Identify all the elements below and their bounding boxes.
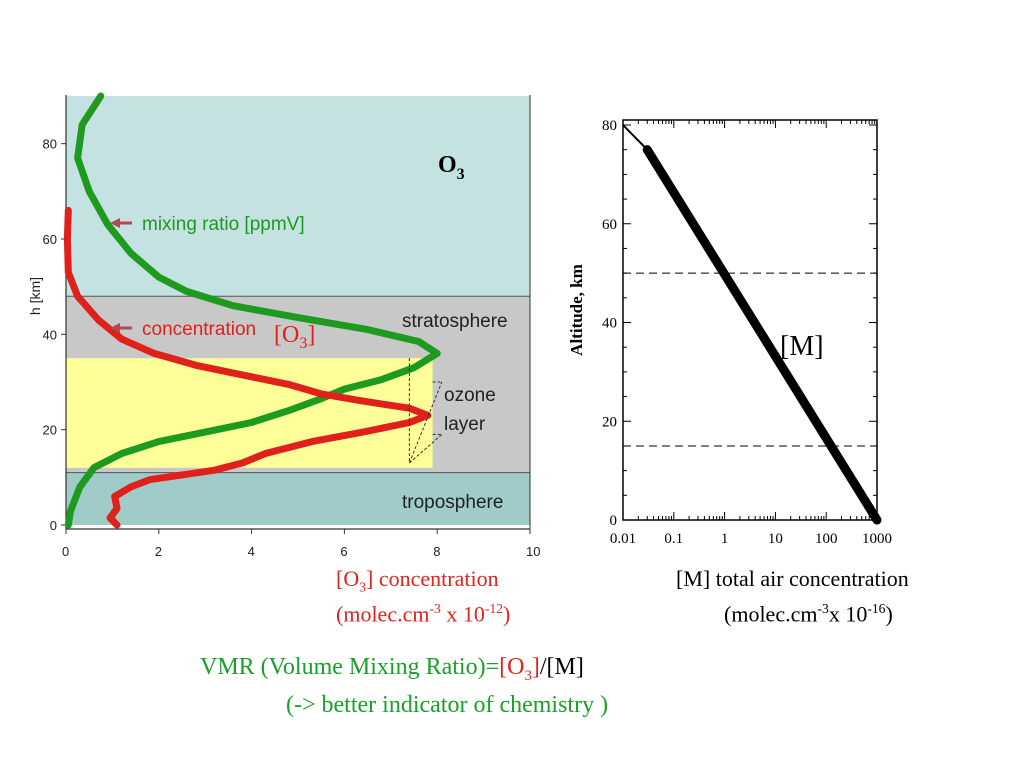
region-2 — [66, 96, 530, 297]
o3-units-mid: x 10 — [440, 601, 485, 627]
y-tick-label: 60 — [43, 232, 57, 247]
x-tick-label: 6 — [340, 544, 347, 559]
mixing-ratio-label: mixing ratio [ppmV] — [142, 214, 305, 235]
o3-units-sup1: -3 — [429, 601, 441, 616]
chart-title-sub: 3 — [457, 166, 465, 183]
m-units-sup1: -3 — [817, 601, 829, 616]
m-units-post: ) — [885, 601, 893, 627]
vmr-o3-post: ] — [531, 654, 540, 680]
m-units-sup2: -16 — [867, 601, 886, 616]
o3-concentration-caption: [O3] concentration — [336, 565, 499, 595]
o3-bracket-label: [O3] — [274, 322, 315, 352]
stratosphere-label: stratosphere — [402, 311, 508, 332]
o3-caption-post: ] concentration — [366, 566, 499, 591]
o3-units-pre: (molec.cm — [336, 601, 430, 627]
mixing-ratio-arrow-head — [110, 218, 120, 228]
concentration-arrow-head — [110, 323, 120, 333]
m-units-mid: x 10 — [828, 601, 868, 627]
m-caption-text: [M] total air concentration — [676, 566, 909, 591]
vmr-text: VMR (Volume Mixing Ratio)= — [200, 654, 500, 680]
y-axis-label: h [km] — [27, 277, 43, 315]
concentration-label: concentration — [142, 319, 256, 340]
ozone-label-line1: ozone — [444, 385, 496, 406]
o3-units-post: ) — [503, 601, 511, 627]
vmr-o3-sub: 3 — [524, 667, 532, 684]
ozone-dashed-marker — [408, 358, 443, 464]
o3-bracket-sub: 3 — [299, 335, 307, 352]
troposphere-label: troposphere — [402, 492, 503, 513]
x-tick-label: 10 — [526, 544, 540, 559]
vmr-o3-pre: [O — [499, 654, 525, 680]
ozone-label-line2: layer — [444, 414, 486, 435]
vmr-caption: VMR (Volume Mixing Ratio)=[O3]/[M] — [200, 652, 584, 685]
y-tick-label: 20 — [43, 423, 57, 438]
vmr-note-text: (-> better indicator of chemistry ) — [286, 692, 609, 718]
vmr-note: (-> better indicator of chemistry ) — [286, 690, 608, 720]
x-tick-label: 0 — [62, 544, 69, 559]
o3-bracket-end: ] — [307, 322, 315, 348]
y-tick-label: 0 — [50, 518, 57, 533]
m-units-caption: (molec.cm-3x 10-16) — [724, 600, 893, 628]
x-tick-label: 8 — [433, 544, 440, 559]
series-line-1 — [63, 206, 432, 529]
o3-units-sup2: -12 — [484, 601, 503, 616]
o3-units-caption: (molec.cm-3 x 10-12) — [336, 600, 510, 628]
x-tick-label: 4 — [248, 544, 255, 559]
series-line-0 — [64, 92, 441, 529]
x-tick-label: 2 — [155, 544, 162, 559]
y-tick-label: 80 — [43, 137, 57, 152]
m-units-pre: (molec.cm — [724, 601, 818, 627]
m-caption: [M] total air concentration — [676, 565, 909, 593]
o3-caption-sub: 3 — [359, 579, 367, 595]
o3-caption-pre: [O — [336, 566, 360, 591]
vmr-m-text: /[M] — [539, 654, 584, 680]
y-tick-label: 40 — [43, 327, 57, 342]
